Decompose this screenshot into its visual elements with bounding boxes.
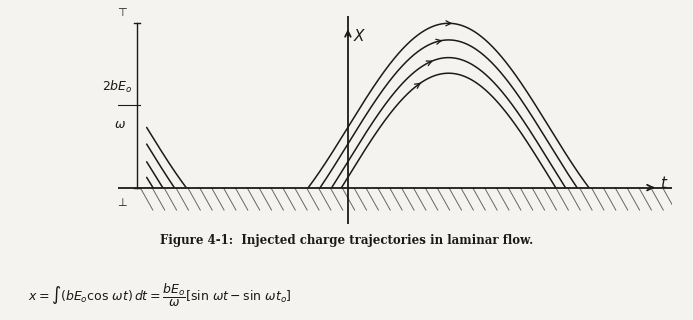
Text: $X$: $X$ xyxy=(353,28,367,44)
Text: $\top$: $\top$ xyxy=(114,7,128,18)
Text: $t$: $t$ xyxy=(660,175,668,191)
Text: $2bE_o$: $2bE_o$ xyxy=(103,79,133,95)
Text: $\omega$: $\omega$ xyxy=(114,118,125,131)
Text: $x=\int(bE_o\cos\,\omega t)\,dt = \dfrac{bE_o}{\omega}[\sin\,\omega t-\sin\,\ome: $x=\int(bE_o\cos\,\omega t)\,dt = \dfrac… xyxy=(28,282,292,308)
Text: Figure 4-1:  Injected charge trajectories in laminar flow.: Figure 4-1: Injected charge trajectories… xyxy=(160,234,533,247)
Text: $\bot$: $\bot$ xyxy=(114,196,128,208)
